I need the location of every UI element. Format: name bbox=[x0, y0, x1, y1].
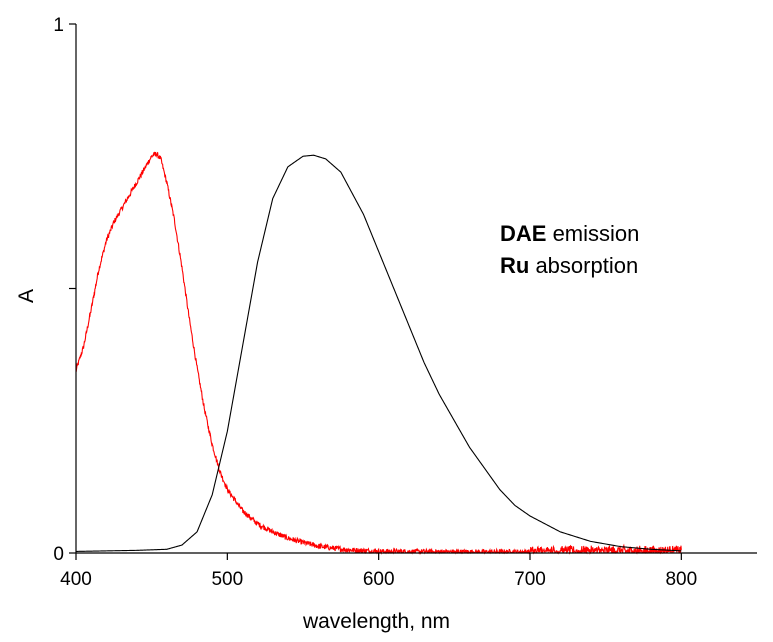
x-tick-label: 400 bbox=[60, 569, 92, 590]
y-tick-label: 0 bbox=[53, 544, 64, 565]
x-ticks: 400 500 600 700 800 bbox=[60, 553, 697, 590]
axes bbox=[75, 24, 757, 554]
legend: DAE emission Ru absorption bbox=[500, 221, 639, 278]
legend-entry-dae-text: emission bbox=[546, 221, 639, 246]
legend-entry-ru-text: absorption bbox=[529, 253, 638, 278]
legend-entry-dae-bold: DAE bbox=[500, 221, 546, 246]
x-axis-title: wavelength, nm bbox=[302, 610, 450, 633]
legend-entry-dae-emission: DAE emission bbox=[500, 221, 639, 246]
x-tick-label: 500 bbox=[211, 569, 243, 590]
plot-area bbox=[75, 151, 682, 556]
x-tick-label: 600 bbox=[363, 569, 395, 590]
series-line-0 bbox=[75, 151, 682, 556]
y-tick-label: 1 bbox=[53, 15, 64, 36]
legend-entry-ru-bold: Ru bbox=[500, 253, 529, 278]
series-line-1 bbox=[75, 154, 682, 552]
y-axis-title: A bbox=[15, 289, 38, 303]
y-ticks: 01 bbox=[53, 15, 76, 565]
x-tick-label: 800 bbox=[665, 569, 697, 590]
legend-entry-ru-absorption: Ru absorption bbox=[500, 253, 638, 278]
x-tick-label: 700 bbox=[514, 569, 546, 590]
